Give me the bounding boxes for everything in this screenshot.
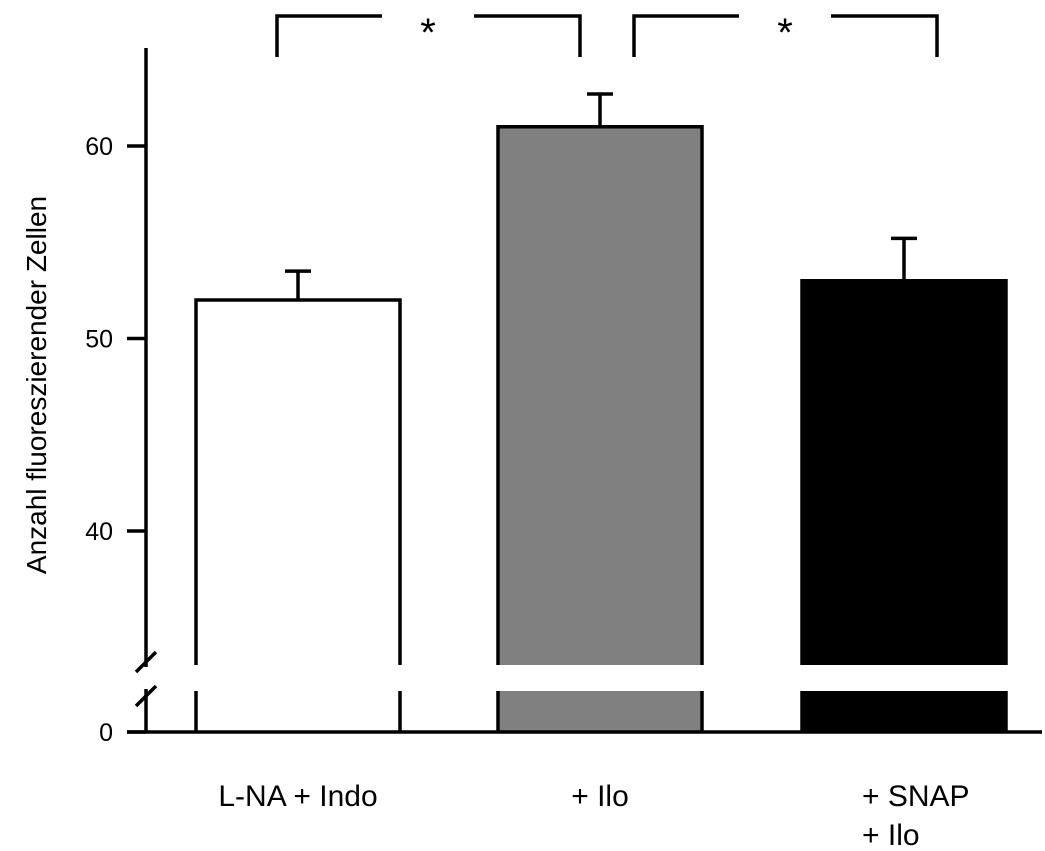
- significance-bracket-0: [275, 14, 582, 57]
- bar-lower-0: [196, 691, 400, 732]
- bar-upper-0: [196, 300, 400, 665]
- bar-lower-2: [802, 691, 1006, 732]
- y-tick-label-60: 60: [85, 133, 113, 161]
- bar-upper-2: [802, 280, 1006, 665]
- y-tick-label-50: 50: [85, 326, 113, 354]
- y-tick-label-40: 40: [85, 518, 113, 546]
- error-bar-2: [891, 236, 917, 281]
- category-label-1: + Ilo: [571, 780, 629, 813]
- category-label-2-line-0: + SNAP: [862, 780, 970, 813]
- bar-upper-1: [498, 126, 702, 665]
- error-bar-0: [285, 269, 311, 300]
- category-label-0: L-NA + Indo: [218, 780, 377, 813]
- bar-lower-1: [498, 691, 702, 732]
- significance-star-0: *: [420, 11, 436, 55]
- error-bar-1: [587, 92, 613, 127]
- significance-star-1: *: [777, 11, 793, 55]
- axis-break-mark: [134, 650, 158, 708]
- significance-bracket-1: [632, 14, 939, 57]
- category-label-2-line-1: + Ilo: [862, 819, 920, 851]
- y-axis-label: Anzahl fluoreszierender Zellen: [21, 196, 52, 574]
- y-tick-label-0: 0: [99, 719, 113, 747]
